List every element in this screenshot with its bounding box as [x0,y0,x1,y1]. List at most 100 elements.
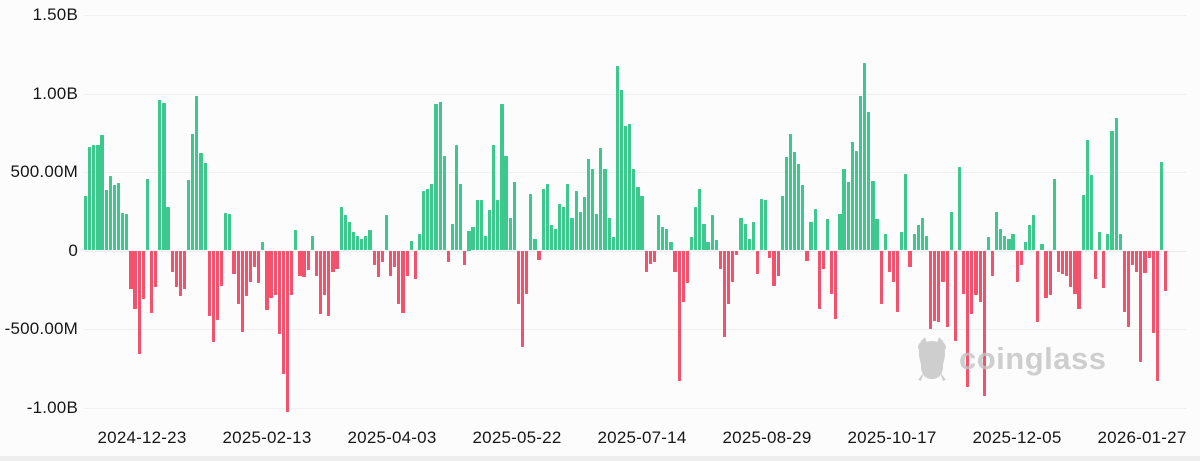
inflow-bar[interactable] [858,95,863,251]
inflow-bar[interactable] [1106,234,1110,251]
inflow-bar[interactable] [384,215,389,251]
outflow-bar[interactable] [257,250,261,284]
inflow-bar[interactable] [162,102,166,251]
inflow-bar[interactable] [628,124,632,251]
outflow-bar[interactable] [887,250,891,273]
inflow-bar[interactable] [100,135,104,251]
outflow-bar[interactable] [215,250,220,320]
outflow-bar[interactable] [244,250,248,297]
outflow-bar[interactable] [1164,250,1168,292]
inflow-bar[interactable] [760,198,764,251]
inflow-bar[interactable] [145,179,150,251]
outflow-bar[interactable] [182,250,187,289]
inflow-bar[interactable] [1011,234,1015,251]
inflow-bar[interactable] [199,153,203,251]
outflow-bar[interactable] [891,250,896,282]
inflow-bar[interactable] [533,238,537,251]
outflow-bar[interactable] [211,250,215,342]
inflow-bar[interactable] [339,206,343,251]
inflow-bar[interactable] [1098,232,1102,251]
inflow-bar[interactable] [343,215,347,251]
outflow-bar[interactable] [735,250,739,256]
inflow-bar[interactable] [574,190,578,251]
outflow-bar[interactable] [1135,250,1139,272]
inflow-bar[interactable] [706,241,710,251]
inflow-bar[interactable] [586,158,591,251]
inflow-bar[interactable] [912,234,916,251]
inflow-bar[interactable] [619,89,624,251]
outflow-bar[interactable] [137,250,141,355]
inflow-bar[interactable] [496,200,500,251]
outflow-bar[interactable] [133,250,137,309]
outflow-bar[interactable] [401,250,405,314]
inflow-bar[interactable] [310,236,314,251]
outflow-bar[interactable] [768,250,772,258]
outflow-bar[interactable] [290,250,294,296]
inflow-bar[interactable] [1085,139,1089,251]
inflow-bar[interactable] [603,168,607,251]
inflow-bar[interactable] [116,182,121,251]
inflow-bar[interactable] [842,168,846,251]
inflow-bar[interactable] [483,235,488,251]
outflow-bar[interactable] [207,250,211,317]
outflow-bar[interactable] [376,250,380,278]
outflow-bar[interactable] [1056,250,1060,273]
inflow-bar[interactable] [599,147,603,251]
outflow-bar[interactable] [772,250,776,286]
inflow-bar[interactable] [1110,131,1114,251]
inflow-bar[interactable] [1023,241,1028,251]
outflow-bar[interactable] [776,250,780,276]
outflow-bar[interactable] [232,250,236,275]
inflow-bar[interactable] [1040,244,1044,251]
outflow-bar[interactable] [908,250,912,267]
outflow-bar[interactable] [974,250,978,296]
inflow-bar[interactable] [545,183,549,251]
inflow-bar[interactable] [112,184,117,251]
outflow-bar[interactable] [805,250,809,261]
outflow-bar[interactable] [154,250,158,287]
inflow-bar[interactable] [1003,235,1007,251]
outflow-bar[interactable] [718,250,722,269]
inflow-bar[interactable] [595,213,599,251]
outflow-bar[interactable] [537,250,541,260]
inflow-bar[interactable] [294,230,298,251]
inflow-bar[interactable] [570,217,574,251]
inflow-bar[interactable] [809,222,813,251]
inflow-bar[interactable] [640,195,644,251]
inflow-bar[interactable] [611,237,615,251]
inflow-bar[interactable] [957,167,962,251]
outflow-bar[interactable] [149,250,154,314]
inflow-bar[interactable] [84,196,88,251]
inflow-bar[interactable] [1027,225,1032,251]
inflow-bar[interactable] [422,190,426,251]
outflow-bar[interactable] [285,250,290,413]
inflow-bar[interactable] [512,182,516,251]
inflow-bar[interactable] [636,186,640,251]
inflow-bar[interactable] [558,204,562,251]
outflow-bar[interactable] [174,250,178,287]
outflow-bar[interactable] [327,250,331,316]
inflow-bar[interactable] [743,223,747,251]
inflow-bar[interactable] [158,99,162,251]
inflow-bar[interactable] [195,95,199,251]
outflow-bar[interactable] [331,250,335,273]
inflow-bar[interactable] [166,207,170,251]
inflow-bar[interactable] [788,134,793,251]
outflow-bar[interactable] [1036,250,1040,322]
outflow-bar[interactable] [277,250,281,334]
inflow-bar[interactable] [508,217,512,251]
outflow-bar[interactable] [834,250,838,319]
inflow-bar[interactable] [417,234,422,251]
inflow-bar[interactable] [96,144,100,251]
inflow-bar[interactable] [1118,234,1122,251]
outflow-bar[interactable] [248,250,253,282]
outflow-bar[interactable] [937,250,941,322]
outflow-bar[interactable] [990,250,995,276]
outflow-bar[interactable] [1015,250,1019,282]
inflow-bar[interactable] [904,173,908,251]
outflow-bar[interactable] [1073,250,1077,294]
outflow-bar[interactable] [1131,250,1135,266]
inflow-bar[interactable] [669,241,673,251]
inflow-bar[interactable] [430,183,434,251]
inflow-bar[interactable] [825,219,830,251]
